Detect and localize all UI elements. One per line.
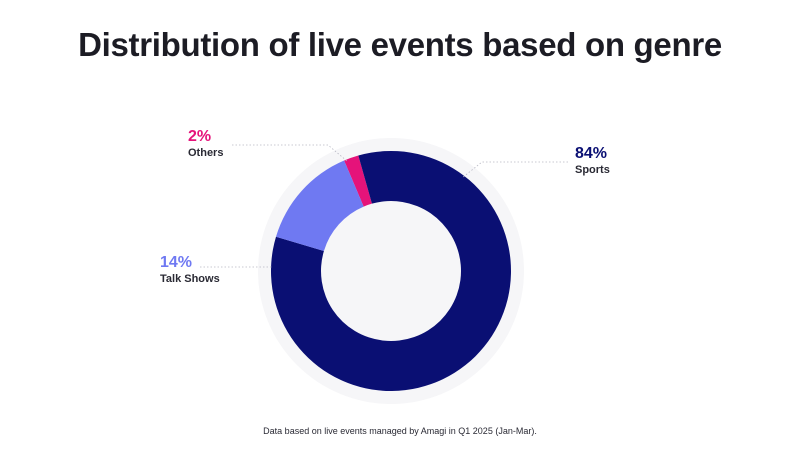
others-percent: 2% xyxy=(188,128,212,145)
leader-others xyxy=(232,144,348,162)
slice-talk-shows xyxy=(276,160,364,252)
slice-sports xyxy=(270,151,512,391)
footnote: Data based on live events managed by Ama… xyxy=(263,426,537,436)
talk-shows-percent: 14% xyxy=(160,254,193,271)
leader-sports xyxy=(461,161,568,179)
label-others: 2% Others xyxy=(188,128,223,161)
sports-percent: 84% xyxy=(575,145,608,162)
slice-others xyxy=(344,155,372,207)
sports-name: Sports xyxy=(575,164,610,176)
others-name: Others xyxy=(188,147,224,159)
label-sports: 84% Sports xyxy=(575,145,610,178)
chart-title: Distribution of live events based on gen… xyxy=(78,26,722,63)
talk-shows-name: Talk Shows xyxy=(160,273,220,285)
label-talk-shows: 14% Talk Shows xyxy=(160,254,220,287)
